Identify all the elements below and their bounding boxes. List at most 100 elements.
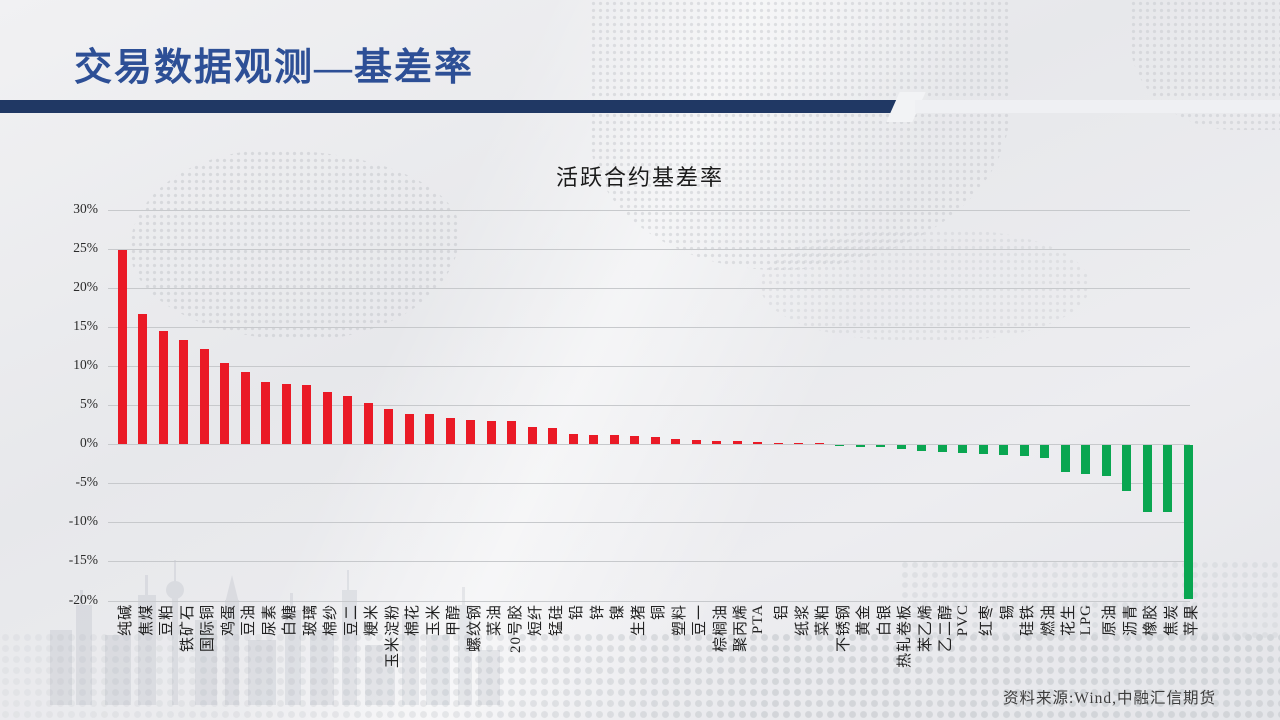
x-axis-label-苹果: 苹果 — [1184, 604, 1200, 637]
bar-玉米淀粉 — [384, 408, 393, 445]
x-axis-label-生猪: 生猪 — [630, 604, 647, 637]
x-axis-label-纯碱: 纯碱 — [118, 604, 134, 637]
bar-棕榈油 — [712, 440, 721, 445]
bar-铅 — [568, 433, 578, 445]
gridline — [108, 365, 1190, 367]
y-axis-tick-label: -5% — [75, 474, 99, 490]
y-axis-tick-label: 20% — [73, 278, 98, 294]
chart-title: 活跃合约基差率 — [555, 165, 724, 190]
x-axis-label-焦炭: 焦炭 — [1163, 604, 1180, 637]
bar-铜 — [650, 437, 660, 445]
gridline — [108, 561, 1190, 563]
title-divider-extension — [915, 100, 1280, 113]
bar-铝 — [773, 442, 783, 445]
bar-燃油 — [1040, 445, 1049, 459]
bar-短纤 — [527, 426, 537, 445]
x-axis-label-锌: 锌 — [589, 604, 606, 621]
bar-纸浆 — [794, 443, 803, 445]
y-axis-tick-label: -20% — [68, 591, 98, 607]
data-source-note: 资料来源:Wind,中融汇信期货 — [1003, 690, 1216, 707]
bar-白糖 — [281, 383, 291, 445]
bar-乙二醇 — [937, 445, 947, 453]
x-axis-label-豆一: 豆一 — [692, 604, 708, 637]
bar-锌 — [589, 434, 598, 445]
x-axis-label-铜: 铜 — [651, 604, 667, 621]
x-axis-label-焦煤: 焦煤 — [138, 604, 155, 637]
x-axis-label-菜油: 菜油 — [487, 604, 503, 637]
x-axis-label-镍: 镍 — [610, 604, 626, 621]
x-axis-label-玻璃: 玻璃 — [302, 604, 319, 637]
bar-豆油 — [240, 372, 250, 445]
x-axis-label-锡: 锡 — [999, 604, 1016, 621]
x-axis-label-纸浆: 纸浆 — [794, 604, 811, 637]
x-axis-label-国际铜: 国际铜 — [200, 604, 216, 653]
bar-锰硅 — [548, 427, 557, 445]
y-axis-tick-label: 5% — [80, 396, 98, 411]
x-axis-label-短纤: 短纤 — [528, 604, 544, 637]
y-axis-tick-label: 15% — [73, 317, 98, 333]
bar-硅铁 — [1019, 445, 1029, 457]
bar-棉纱 — [322, 392, 332, 445]
x-axis-label-红枣: 红枣 — [979, 604, 995, 637]
x-axis-label-尿素: 尿素 — [261, 604, 278, 637]
bar-豆一 — [691, 440, 701, 445]
bar-棉花 — [404, 413, 414, 445]
bar-尿素 — [261, 381, 270, 445]
x-axis-label-粳米: 粳米 — [364, 604, 380, 637]
gridline — [108, 248, 1190, 250]
x-axis-label-玉米淀粉: 玉米淀粉 — [384, 604, 401, 669]
gridline — [108, 522, 1190, 524]
x-axis-label-乙二醇: 乙二醇 — [938, 604, 954, 653]
bar-20号胶 — [507, 421, 516, 445]
x-axis-label-橡胶: 橡胶 — [1143, 604, 1159, 637]
x-axis-label-白糖: 白糖 — [282, 604, 298, 637]
bar-粳米 — [363, 402, 373, 445]
bar-黄金 — [855, 445, 865, 447]
x-axis-label-豆二: 豆二 — [343, 604, 360, 637]
gridline — [108, 483, 1190, 485]
bar-国际铜 — [199, 349, 209, 445]
bar-纯碱 — [117, 250, 127, 445]
bar-红枣 — [978, 445, 988, 455]
x-axis-label-豆油: 豆油 — [241, 604, 257, 637]
bar-豆粕 — [158, 330, 168, 445]
bar-LPG — [1081, 445, 1090, 475]
bar-镍 — [609, 435, 619, 445]
bar-PVC — [958, 445, 967, 454]
x-axis-label-棉纱: 棉纱 — [323, 604, 339, 637]
bar-菜油 — [486, 421, 496, 445]
bar-PTA — [753, 442, 762, 445]
bar-菜粕 — [814, 443, 824, 445]
x-axis-label-不锈钢: 不锈钢 — [835, 604, 852, 653]
x-axis-label-LPG: LPG — [1077, 604, 1094, 636]
x-axis-label-PTA: PTA — [749, 604, 766, 635]
x-axis-label-沥青: 沥青 — [1122, 604, 1139, 637]
gridline — [108, 600, 1190, 602]
x-axis-label-铁矿石: 铁矿石 — [179, 604, 196, 653]
y-axis-tick-label: 30% — [73, 200, 98, 216]
bar-螺纹钢 — [466, 419, 475, 445]
y-axis-tick-label: 0% — [80, 435, 98, 451]
bar-生猪 — [630, 436, 639, 445]
gridline — [108, 287, 1190, 289]
gridline — [108, 405, 1190, 406]
bar-聚丙烯 — [732, 441, 742, 445]
x-axis-label-玉米: 玉米 — [425, 604, 442, 637]
bar-花生 — [1060, 445, 1070, 473]
bar-豆二 — [343, 395, 352, 445]
bar-甲醇 — [445, 418, 455, 445]
basis-rate-bar-chart: 30% 25% 20% 15% 10% 5% 0% -5% -10% -15% -20% 纯碱 焦煤 豆粕… — [69, 201, 1200, 703]
bar-铁矿石 — [179, 340, 188, 445]
x-axis-label-20号胶: 20号胶 — [507, 604, 524, 654]
x-axis-label-鸡蛋: 鸡蛋 — [220, 604, 237, 637]
bar-白银 — [876, 445, 885, 448]
x-axis-label-塑料: 塑料 — [671, 604, 688, 637]
bar-焦煤 — [138, 314, 147, 445]
bar-塑料 — [671, 438, 680, 445]
x-axis-label-豆粕: 豆粕 — [159, 604, 175, 637]
x-axis-label-锰硅: 锰硅 — [548, 604, 565, 637]
bar-苹果 — [1183, 445, 1193, 600]
bar-原油 — [1101, 445, 1111, 476]
x-axis-label-热轧卷板: 热轧卷板 — [897, 604, 913, 669]
x-axis-label-聚丙烯: 聚丙烯 — [733, 604, 749, 653]
